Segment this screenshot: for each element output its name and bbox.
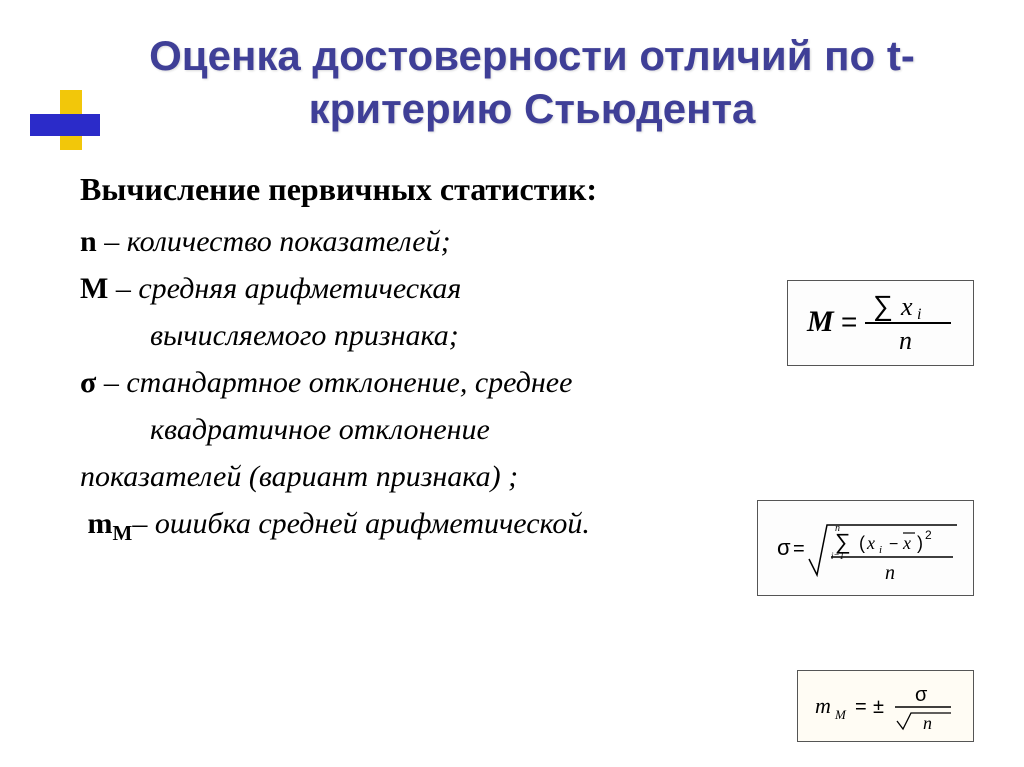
svg-text:): ) [917, 533, 923, 553]
sigma-description-line2: квадратичное отклонение [80, 407, 984, 452]
sigma-description-line1: – стандартное отклонение, среднее [96, 366, 572, 399]
formula-mean: M = ∑ x i n [787, 280, 974, 366]
slide-title: Оценка достоверности отличий по t-критер… [80, 30, 984, 135]
svg-text:n: n [885, 562, 895, 584]
svg-text:n: n [923, 713, 932, 733]
svg-text:=: = [793, 538, 805, 560]
svg-text:M: M [806, 305, 835, 338]
svg-text:2: 2 [925, 528, 932, 542]
svg-text:n: n [835, 523, 840, 534]
formula-mean-svg: M = ∑ x i n [801, 289, 961, 357]
pokazatel-line: показателей (вариант признака) ; [80, 454, 984, 499]
svg-text:x: x [866, 533, 875, 553]
mm-description: – ошибка средней арифметической. [132, 507, 590, 540]
mm-variable: mM [88, 507, 133, 540]
svg-text:σ: σ [915, 684, 928, 706]
svg-text:∑: ∑ [873, 290, 893, 321]
item-sigma: σ – стандартное отклонение, среднее [80, 360, 984, 405]
sigma-variable: σ [80, 366, 96, 399]
n-description: – количество показателей; [97, 225, 451, 258]
formula-error: m M = ± σ n [797, 670, 974, 742]
n-variable: n [80, 225, 97, 258]
item-n: n – количество показателей; [80, 219, 984, 264]
svg-text:x: x [900, 292, 913, 321]
svg-text:=: = [855, 696, 867, 718]
svg-text:±: ± [873, 696, 884, 718]
svg-text:(: ( [859, 533, 865, 553]
svg-text:x: x [902, 533, 911, 553]
m-variable: M [80, 272, 108, 305]
formula-error-svg: m M = ± σ n [811, 679, 961, 733]
svg-text:−: − [889, 536, 898, 553]
svg-text:=: = [841, 306, 857, 337]
svg-text:σ: σ [777, 535, 791, 560]
svg-text:i=1: i=1 [831, 551, 844, 561]
formula-sigma: σ = ∑ n i=1 ( x i − x ) 2 n [757, 500, 974, 596]
svg-text:n: n [899, 326, 912, 355]
formula-sigma-svg: σ = ∑ n i=1 ( x i − x ) 2 n [771, 509, 961, 587]
svg-text:m: m [815, 693, 831, 718]
svg-text:i: i [917, 306, 921, 323]
m-description-line1: – средняя арифметическая [108, 272, 461, 305]
svg-text:i: i [879, 544, 882, 556]
content-subtitle: Вычисление первичных статистик: [80, 165, 984, 213]
title-decoration [30, 90, 110, 160]
svg-text:M: M [834, 707, 847, 722]
